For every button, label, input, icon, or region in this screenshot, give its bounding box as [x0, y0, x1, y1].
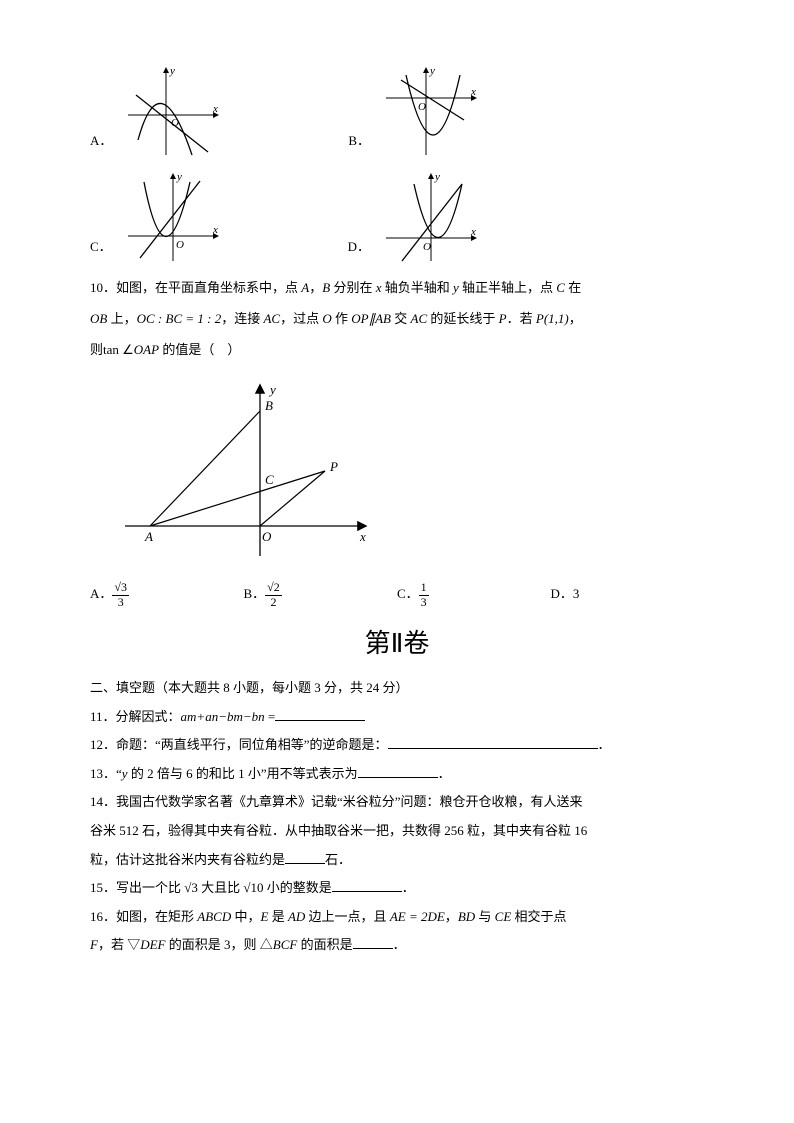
svg-text:x: x	[212, 224, 218, 236]
svg-text:y: y	[434, 171, 440, 183]
q10-diagram: A B C P O x y	[110, 376, 704, 577]
q11-blank[interactable]	[275, 706, 365, 721]
option-a-label: A．	[90, 127, 112, 160]
q10-option-a[interactable]: A．√33	[90, 580, 244, 609]
option-b[interactable]: B． O x y	[348, 60, 486, 160]
q10-option-b[interactable]: B．√22	[244, 580, 398, 609]
q16-blank[interactable]	[353, 934, 393, 949]
q10-options: A．√33 B．√22 C．13 D．3	[90, 580, 704, 609]
question-15: 15．写出一个比 √3 大且比 √10 小的整数是．	[90, 874, 704, 903]
section-2-heading: 二、填空题（本大题共 8 小题，每小题 3 分，共 24 分）	[90, 674, 704, 703]
q10-option-c[interactable]: C．13	[397, 580, 551, 609]
question-12: 12．命题：“两直线平行，同位角相等”的逆命题是：．	[90, 731, 704, 760]
section-2-title: 第Ⅱ卷	[90, 615, 704, 672]
q15-blank[interactable]	[332, 877, 402, 892]
graph-b-svg: O x y	[376, 60, 486, 160]
q13-blank[interactable]	[358, 763, 438, 778]
svg-text:C: C	[265, 472, 274, 487]
option-d[interactable]: D． O x y	[348, 166, 486, 266]
question-16: 16．如图，在矩形 ABCD 中，E 是 AD 边上一点，且 AE = 2DE，…	[90, 903, 704, 960]
option-d-label: D．	[348, 233, 370, 266]
option-c[interactable]: C． O x y	[90, 166, 228, 266]
graph-a-svg: O x y	[118, 60, 228, 160]
question-14: 14．我国古代数学家名著《九章算术》记载“米谷粒分”问题：粮仓开仓收粮，有人送来…	[90, 788, 704, 874]
svg-text:P: P	[329, 459, 338, 474]
svg-text:O: O	[171, 117, 179, 129]
q10-t1: 10．如图，在平面直角坐标系中，点	[90, 280, 301, 295]
svg-text:y: y	[429, 65, 435, 77]
svg-text:O: O	[262, 529, 272, 544]
question-10: 10．如图，在平面直角坐标系中，点 A，B 分别在 x 轴负半轴和 y 轴正半轴…	[90, 272, 704, 366]
q12-blank[interactable]	[388, 734, 598, 749]
svg-text:x: x	[212, 103, 218, 115]
q14-blank[interactable]	[285, 849, 325, 864]
graph-c-svg: O x y	[118, 166, 228, 266]
graph-row-1: A． O x y B．	[90, 60, 704, 160]
svg-text:x: x	[359, 529, 366, 544]
svg-text:O: O	[423, 241, 431, 253]
option-b-label: B．	[348, 127, 370, 160]
svg-text:A: A	[144, 529, 153, 544]
svg-text:O: O	[418, 101, 426, 113]
svg-text:x: x	[470, 226, 476, 238]
svg-text:B: B	[265, 398, 273, 413]
graph-row-2: C． O x y D． O x y	[90, 166, 704, 266]
question-13: 13．“y 的 2 倍与 6 的和比 1 小”用不等式表示为．	[90, 760, 704, 789]
graph-d-svg: O x y	[376, 166, 486, 266]
svg-text:y: y	[176, 171, 182, 183]
svg-text:y: y	[268, 382, 276, 397]
q10-option-d[interactable]: D．3	[551, 580, 705, 609]
svg-text:O: O	[176, 239, 184, 251]
option-c-label: C．	[90, 233, 112, 266]
question-11: 11．分解因式：am+an−bm−bn =	[90, 703, 704, 732]
svg-text:x: x	[470, 86, 476, 98]
svg-text:y: y	[169, 65, 175, 77]
option-a[interactable]: A． O x y	[90, 60, 228, 160]
